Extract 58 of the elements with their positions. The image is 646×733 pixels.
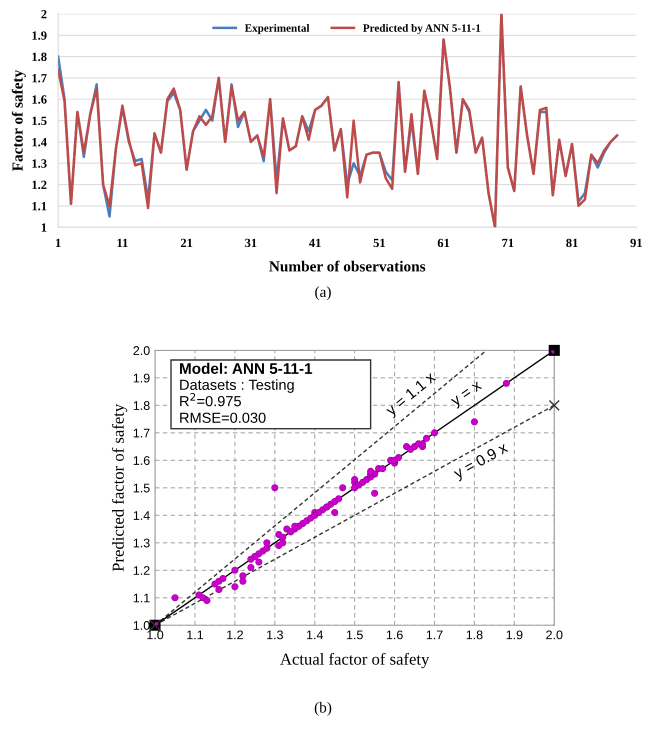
y-tick-label: 1.7 — [134, 428, 150, 438]
y-tick-label: 1.0 — [134, 621, 150, 630]
legend-label: Predicted by ANN 5-11-1 — [363, 24, 480, 34]
y-tick-label: 2.0 — [133, 346, 150, 356]
x-tick-label: 91 — [630, 238, 642, 248]
y-tick-label: 2 — [41, 10, 46, 18]
y-axis-title: Predicted factor of safety — [112, 404, 128, 572]
text: (b) — [314, 702, 332, 716]
y-tick-label: 1.4 — [134, 511, 150, 520]
y-tick-label: 1.9 — [32, 31, 47, 40]
y-tick-label: 1.4 — [32, 138, 47, 146]
x-tick-label: 81 — [566, 238, 578, 248]
x-tick-label: 31 — [245, 238, 256, 248]
text: y = 1.1 x — [384, 371, 438, 419]
x-tick-label: 41 — [309, 238, 321, 248]
x-axis-title: Actual factor of safety — [280, 652, 430, 668]
x-tick-label: 1.9 — [506, 630, 522, 640]
y-tick-label: 1.7 — [32, 74, 47, 82]
y-tick-label: 1.6 — [134, 456, 150, 465]
y-tick-label: 1.3 — [134, 538, 150, 548]
x-axis-title: Number of observations — [269, 260, 426, 272]
y-tick-label: 1.8 — [134, 401, 150, 410]
y-tick-label: 1.2 — [32, 180, 46, 190]
x-tick-label: 1.0 — [147, 630, 164, 640]
y-tick-label: 1 — [42, 223, 46, 232]
y-axis-title: Factor of safety — [12, 70, 26, 172]
x-tick-label: 1.7 — [426, 630, 443, 640]
y-tick-label: 1.1 — [32, 202, 46, 210]
x-tick-label: 2.0 — [546, 630, 562, 640]
y-tick-label: 1.1 — [134, 594, 150, 602]
x-tick-label: 61 — [438, 238, 450, 248]
x-tick-label: 1.2 — [227, 630, 243, 640]
annotation: Model: ANN 5-11-1 — [180, 362, 312, 374]
y-tick-label: 1.5 — [32, 116, 47, 126]
text: (a) — [315, 286, 331, 300]
x-tick-label: 1.5 — [346, 630, 363, 640]
text: y = 0.9 x — [452, 442, 510, 482]
x-tick-label: 1.1 — [187, 630, 204, 640]
legend-label: Experimental — [244, 24, 310, 34]
x-tick-label: 21 — [180, 238, 192, 248]
annotation: Datasets : Testing — [180, 379, 294, 393]
text: y = x — [450, 381, 484, 410]
y-tick-label: 1.8 — [32, 52, 47, 62]
y-tick-label: 1.2 — [134, 566, 150, 575]
x-tick-label: 1.3 — [267, 630, 283, 640]
x-tick-label: 1 — [56, 238, 61, 248]
x-tick-label: 71 — [502, 238, 514, 248]
y-tick-label: 1.3 — [32, 159, 47, 168]
x-tick-label: 1.6 — [386, 630, 403, 640]
x-tick-label: 51 — [374, 238, 385, 248]
y-tick-label: 1.6 — [32, 95, 47, 104]
x-tick-label: 11 — [117, 238, 128, 248]
y-tick-label: 1.5 — [134, 484, 150, 492]
x-tick-label: 1.8 — [466, 630, 483, 640]
y-tick-label: 1.9 — [134, 374, 150, 383]
x-tick-label: 1.4 — [306, 630, 324, 640]
annotation: R$^{2}$=0.975 — [180, 393, 241, 406]
annotation: RMSE=0.030 — [180, 412, 266, 423]
